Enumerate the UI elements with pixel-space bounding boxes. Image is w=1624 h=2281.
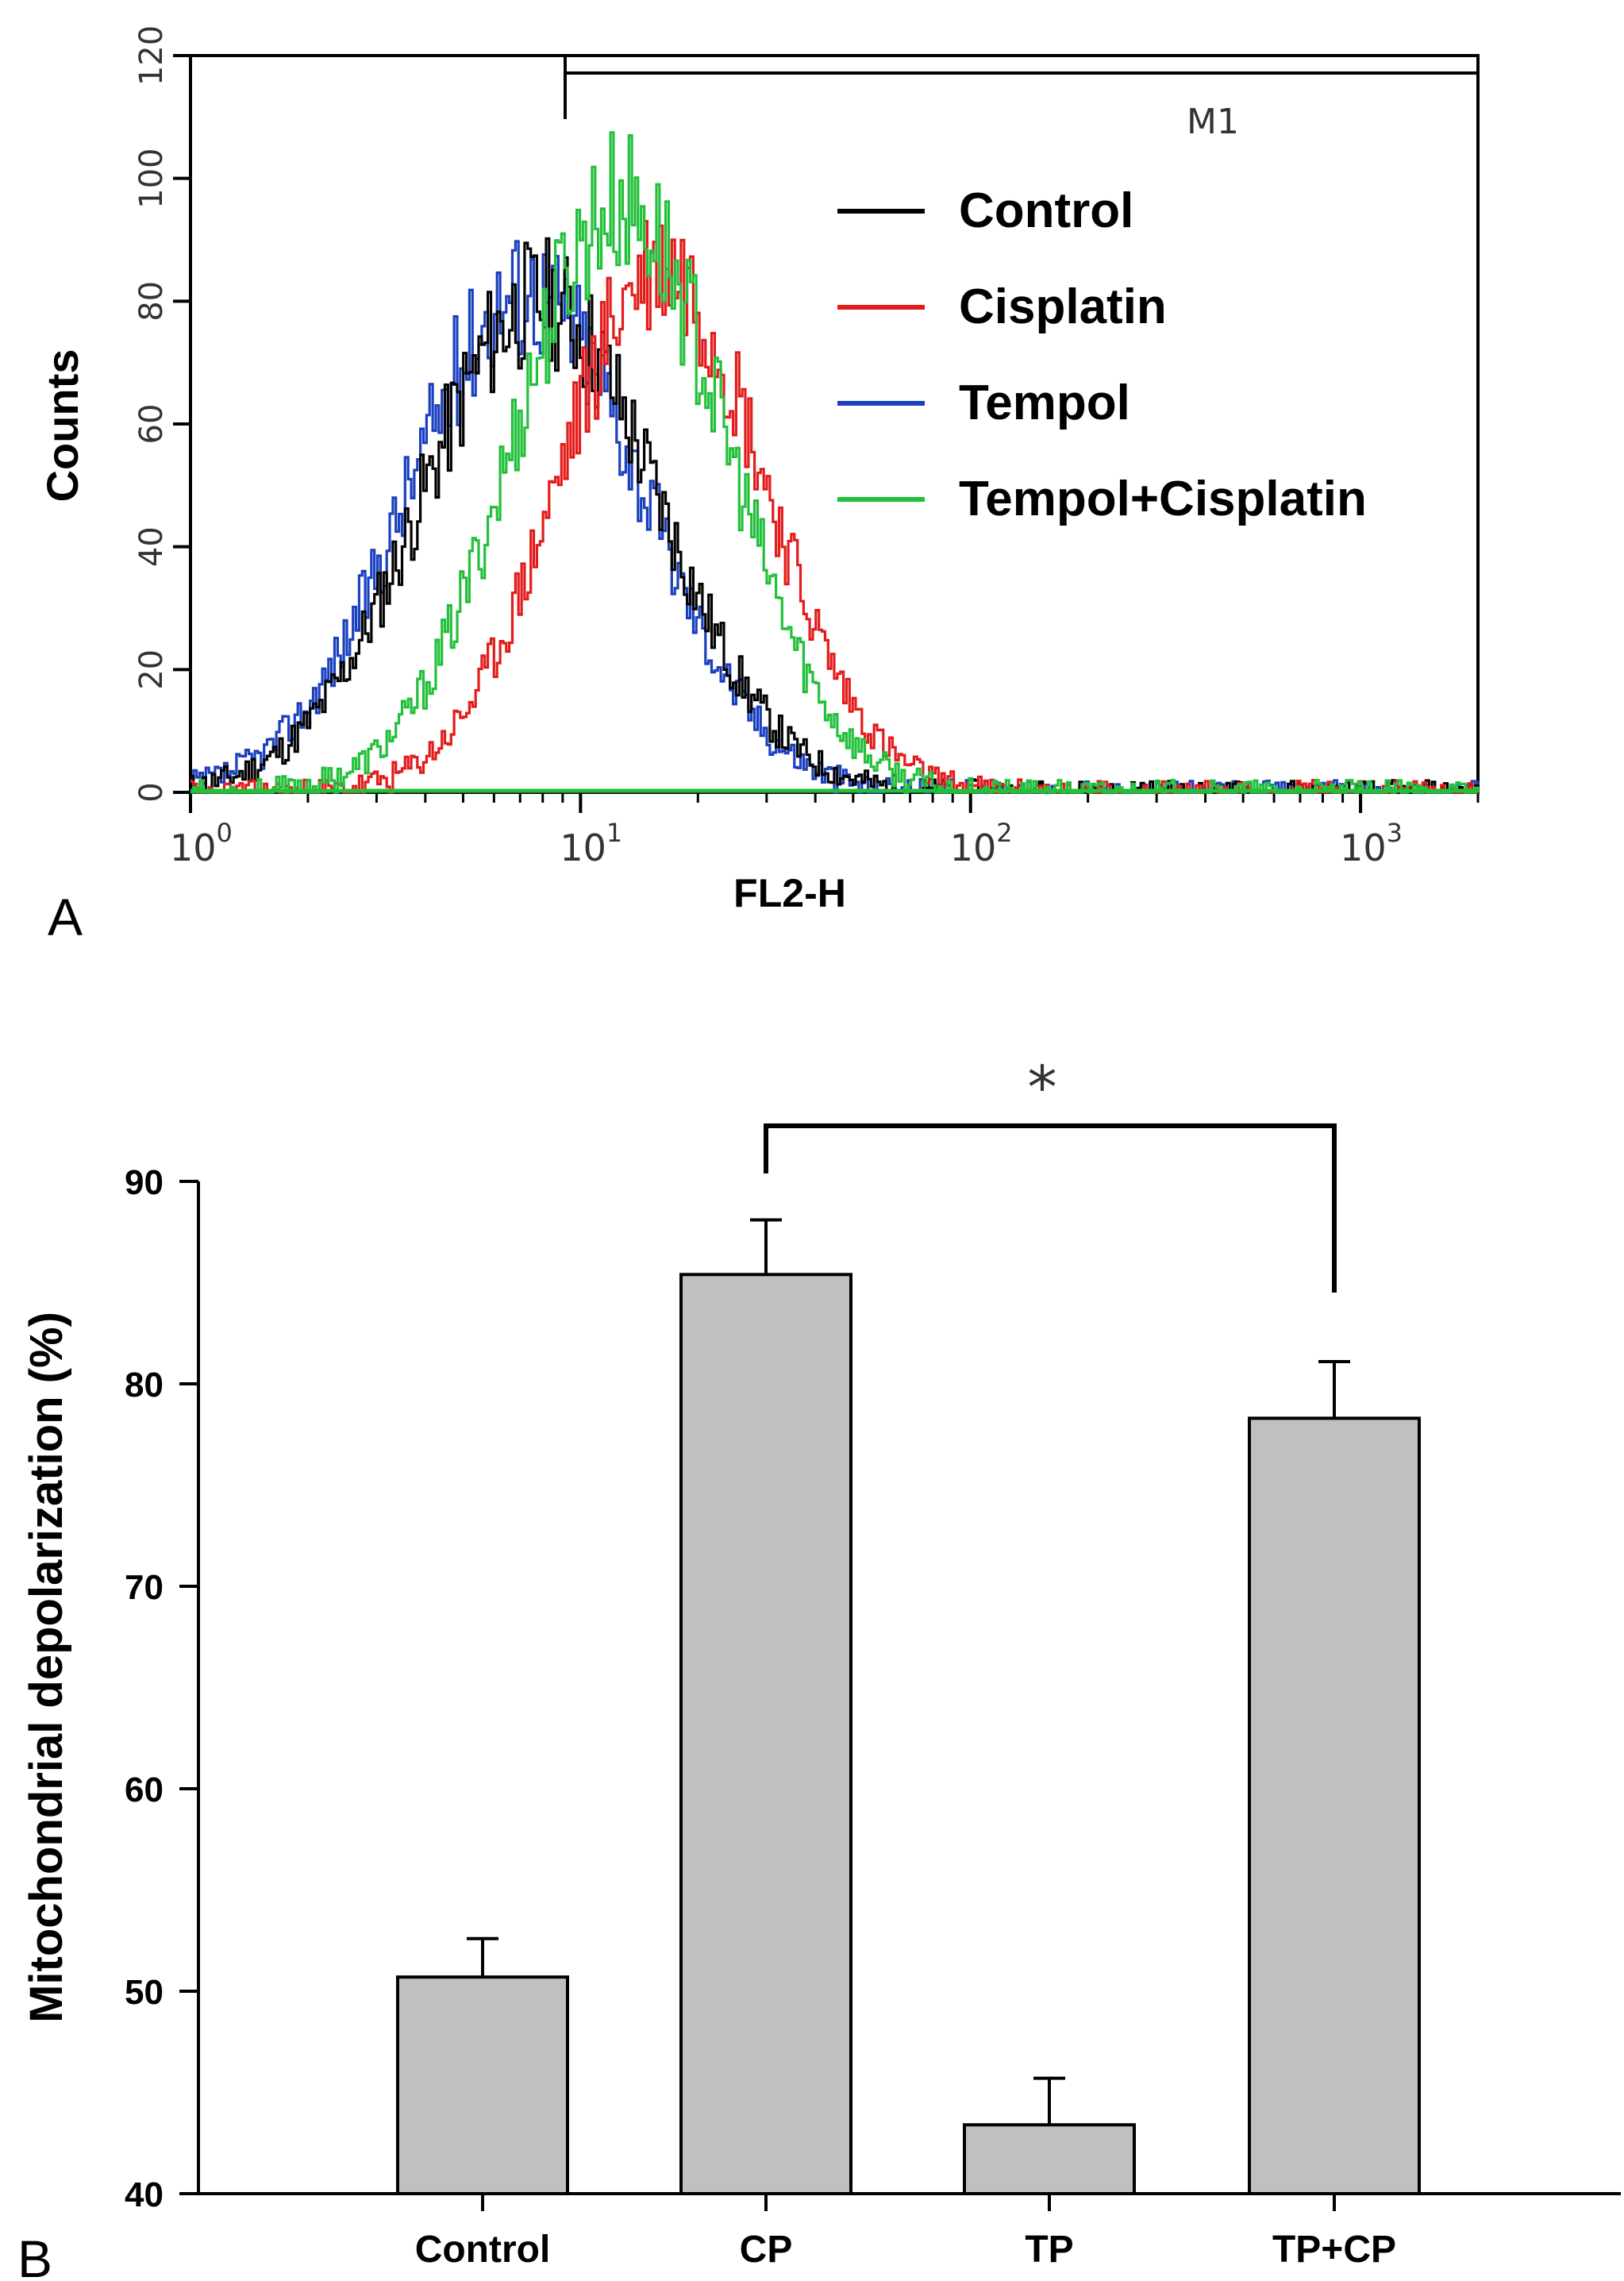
histogram-y-tick-label: 40: [133, 526, 170, 567]
panel-label-b: B: [17, 2229, 52, 2281]
bar-chart-x-tick-label: CP: [740, 2229, 793, 2271]
bar-tp: [963, 2123, 1136, 2196]
m1-marker-label: M1: [1187, 102, 1239, 142]
bar-chart-y-tick-label: 60: [125, 1770, 164, 1809]
histogram-legend: Control Cisplatin Tempol Tempol+Cisplatin: [837, 183, 1367, 526]
significance-star: *: [1028, 1054, 1057, 1122]
bar-chart-y-tick-label: 70: [125, 1568, 164, 1607]
legend-label: Cisplatin: [959, 279, 1167, 334]
histogram-y-ticks: 0 20 40 60 80 100 120: [133, 25, 190, 803]
bar-chart-y-tick-label: 40: [125, 2175, 164, 2214]
histogram-x-tick-label: 101: [560, 818, 622, 869]
bar-chart-x-tick-label: TP: [1025, 2229, 1073, 2271]
legend-label: Control: [959, 183, 1133, 238]
histogram-y-axis-title: Counts: [37, 349, 87, 503]
bar-tp-cp: [1248, 1416, 1421, 2195]
histogram-x-axis-title: FL2-H: [733, 871, 846, 915]
bar-chart-panel: 40 50 60 70 80 90 Control CP TP TP+CP * Mitochon…: [17, 1054, 1621, 2281]
histogram-plot-frame: [189, 54, 1480, 794]
histogram-x-tick-label: 100: [170, 818, 233, 869]
bar-control: [396, 1975, 569, 2195]
legend-label: Tempol: [959, 376, 1130, 430]
bar-chart-x-tick-label: TP+CP: [1272, 2229, 1396, 2271]
significance-bracket: *: [764, 1054, 1337, 1293]
histogram-x-tick-label: 102: [950, 818, 1013, 869]
histogram-y-tick-label: 100: [133, 148, 170, 208]
bar-chart-bars: Control CP TP TP+CP: [396, 1218, 1421, 2271]
histogram-series-tempol-cisplatin: [190, 131, 1480, 794]
bar-chart-y-tick-label: 80: [125, 1366, 164, 1404]
bar-chart-y-axis-title: Mitochondrial depolarization (%): [21, 1312, 72, 2023]
panel-label-a: A: [48, 888, 83, 946]
histogram-y-tick-label: 120: [133, 25, 170, 86]
histogram-y-tick-label: 60: [133, 404, 170, 445]
histogram-y-tick-label: 20: [133, 649, 170, 690]
bar-chart-y-tick-label: 90: [125, 1163, 164, 1202]
bar-chart-y-tick-label: 50: [125, 1973, 164, 2012]
bar-chart-y-ticks: 40 50 60 70 80 90: [125, 1163, 198, 2214]
histogram-x-tick-label: 103: [1340, 818, 1403, 869]
bar-cp: [679, 1273, 852, 2195]
m1-marker: M1: [564, 56, 1478, 142]
histogram-x-ticks: 100 101 102 103: [170, 792, 1480, 869]
significance-bracket-line: [764, 1123, 1337, 1293]
legend-label: Tempol+Cisplatin: [959, 472, 1367, 526]
histogram-series: [190, 131, 1480, 794]
histogram-y-tick-label: 0: [133, 782, 170, 802]
histogram-y-tick-label: 80: [133, 281, 170, 322]
bar-chart-x-tick-label: Control: [415, 2229, 551, 2271]
